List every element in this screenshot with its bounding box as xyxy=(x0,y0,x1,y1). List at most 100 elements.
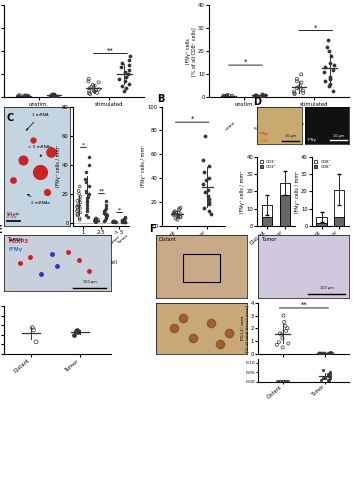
Point xyxy=(298,70,304,78)
Point xyxy=(77,182,83,190)
Point xyxy=(206,174,212,182)
Point xyxy=(324,350,330,358)
Point xyxy=(73,328,79,336)
Text: E: E xyxy=(0,224,1,234)
Point xyxy=(94,89,100,97)
Point xyxy=(33,338,39,346)
Point xyxy=(119,217,125,225)
Text: 100 μm: 100 μm xyxy=(320,286,334,290)
Point xyxy=(113,218,118,226)
Point xyxy=(283,327,289,335)
Point xyxy=(281,312,286,320)
Point xyxy=(175,216,180,224)
Bar xyxy=(280,195,290,226)
Point xyxy=(122,214,128,222)
Point xyxy=(22,92,27,100)
Point xyxy=(121,215,127,223)
Point xyxy=(224,92,230,100)
Point xyxy=(92,82,97,90)
Point xyxy=(77,198,83,206)
Text: 100 μm: 100 μm xyxy=(83,280,96,284)
Text: Tumor: Tumor xyxy=(48,120,60,132)
Text: IFNγ: IFNγ xyxy=(307,138,316,142)
Text: F: F xyxy=(149,224,155,234)
Point xyxy=(86,190,92,198)
Text: CD8: CD8 xyxy=(259,140,268,143)
Point xyxy=(101,217,107,225)
Point xyxy=(76,187,82,195)
Point xyxy=(127,80,132,88)
Text: 10 μm: 10 μm xyxy=(333,134,344,138)
Point xyxy=(294,75,300,83)
Point xyxy=(200,156,206,164)
Point xyxy=(276,338,282,346)
Point xyxy=(112,218,118,226)
Point xyxy=(176,205,182,213)
Point xyxy=(202,188,208,196)
Point xyxy=(86,78,91,86)
Point xyxy=(50,92,55,100)
Text: Distant: Distant xyxy=(86,120,101,134)
Point xyxy=(206,198,211,206)
Point xyxy=(110,218,116,226)
Point xyxy=(122,218,127,226)
Point xyxy=(282,322,288,330)
Point xyxy=(49,91,55,99)
Point xyxy=(253,91,259,99)
Point xyxy=(77,216,82,224)
Y-axis label: IFNγ⁺ cells / mm²: IFNγ⁺ cells / mm² xyxy=(294,170,300,212)
Legend: CD8⁻, CD8⁺: CD8⁻, CD8⁺ xyxy=(314,160,332,169)
Text: Distant: Distant xyxy=(221,120,236,134)
Point xyxy=(176,206,182,214)
Point xyxy=(83,168,89,176)
Text: Tumor: Tumor xyxy=(118,120,131,132)
Point xyxy=(94,218,100,226)
Point xyxy=(330,86,336,94)
Y-axis label: PD-L1⁺ area
[% of total tissue area]: PD-L1⁺ area [% of total tissue area] xyxy=(241,305,249,352)
Point xyxy=(120,216,126,224)
Point xyxy=(93,214,99,222)
Point xyxy=(175,213,181,221)
Point xyxy=(328,349,333,357)
Point xyxy=(207,200,212,208)
Text: Tumor: Tumor xyxy=(7,237,22,242)
Point xyxy=(292,90,297,98)
Point xyxy=(120,82,125,90)
Point xyxy=(286,340,291,347)
Point xyxy=(16,92,21,100)
Point xyxy=(103,197,109,205)
Point xyxy=(298,82,303,90)
Point xyxy=(206,162,211,170)
Point xyxy=(124,72,129,80)
Point xyxy=(49,91,55,99)
Point xyxy=(175,211,181,219)
Point xyxy=(229,92,235,100)
Point xyxy=(120,216,125,224)
Point xyxy=(93,216,98,224)
Point xyxy=(205,186,211,194)
Point xyxy=(77,192,83,200)
Point xyxy=(202,132,208,140)
Point xyxy=(95,216,101,224)
Point xyxy=(91,86,96,94)
Point xyxy=(84,198,90,206)
Point xyxy=(94,217,100,225)
Point xyxy=(298,86,303,94)
Point xyxy=(208,210,214,218)
Point xyxy=(93,218,98,226)
Point xyxy=(75,202,80,209)
Point xyxy=(285,324,290,332)
Bar xyxy=(334,190,344,226)
Point xyxy=(126,56,132,64)
Point xyxy=(92,217,98,225)
Bar xyxy=(262,217,272,226)
Point xyxy=(325,36,330,44)
Text: **: ** xyxy=(107,48,114,54)
Y-axis label: IFNγ⁺ cells / mm²: IFNγ⁺ cells / mm² xyxy=(240,170,245,212)
Text: *: * xyxy=(118,208,121,212)
Point xyxy=(93,216,99,224)
Y-axis label: IFNγ⁺ cells / mm²: IFNγ⁺ cells / mm² xyxy=(141,145,146,188)
Point xyxy=(203,176,209,184)
Point xyxy=(86,160,92,168)
Point xyxy=(279,330,284,338)
